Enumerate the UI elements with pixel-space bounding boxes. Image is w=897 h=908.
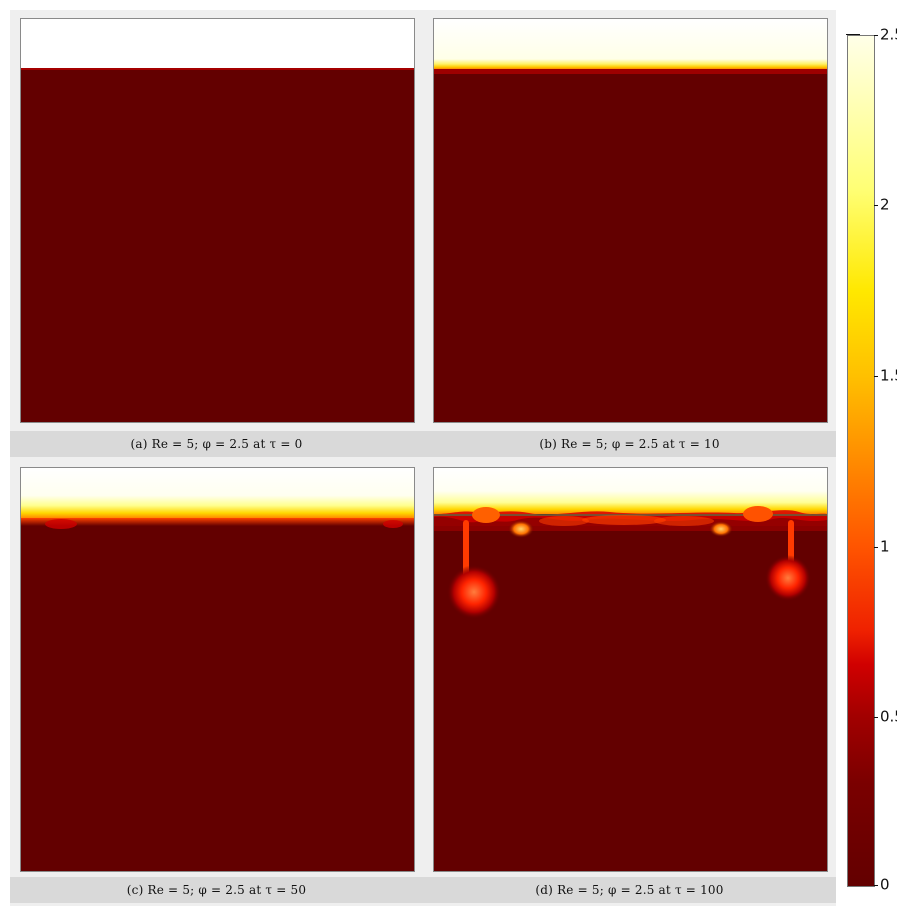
left-cap-d bbox=[472, 507, 500, 523]
right-cap-d bbox=[743, 506, 773, 522]
left-plume-d bbox=[447, 565, 501, 619]
interface-c bbox=[21, 518, 414, 526]
panel-a: (a) Re = 5; φ = 2.5 at τ = 0 bbox=[10, 10, 423, 458]
colorbar-tick-1 bbox=[874, 547, 878, 548]
colorbar-tick-label-1: 1 bbox=[880, 537, 890, 556]
right-bulge-d bbox=[709, 521, 733, 537]
caption-b: (b) Re = 5; φ = 2.5 at τ = 10 bbox=[423, 431, 836, 457]
caption-c: (c) Re = 5; φ = 2.5 at τ = 50 bbox=[10, 877, 423, 903]
heatmap-a bbox=[21, 19, 414, 422]
colorbar-tick-1-5 bbox=[874, 376, 878, 377]
heatmap-c bbox=[21, 468, 414, 871]
colorbar-top-cap bbox=[846, 34, 860, 35]
interface-b bbox=[434, 69, 827, 74]
colorbar-tick-label-2-5: 2.5 bbox=[880, 25, 897, 44]
interface-a bbox=[21, 68, 414, 70]
colorbar-wrap: 2.5 2 1.5 1 0.5 0 bbox=[838, 18, 897, 894]
top-layer-d bbox=[434, 468, 827, 514]
panel-c: (c) Re = 5; φ = 2.5 at τ = 50 bbox=[10, 458, 423, 906]
top-layer-a bbox=[21, 19, 414, 68]
colorbar-tick-2 bbox=[874, 205, 878, 206]
colorbar-tick-2-5 bbox=[874, 35, 878, 36]
bottom-layer-a bbox=[21, 68, 414, 422]
plot-b bbox=[433, 18, 828, 423]
colorbar-tick-label-1-5: 1.5 bbox=[880, 366, 897, 385]
top-layer-c bbox=[21, 468, 414, 518]
colorbar bbox=[847, 35, 875, 887]
left-bulge-d bbox=[508, 520, 534, 538]
heatmap-d bbox=[434, 468, 827, 871]
panel-b: (b) Re = 5; φ = 2.5 at τ = 10 bbox=[423, 10, 836, 458]
colorbar-tick-0 bbox=[874, 885, 878, 886]
plot-a bbox=[20, 18, 415, 423]
colorbar-tick-0-5 bbox=[874, 717, 878, 718]
bottom-layer-d bbox=[434, 514, 827, 871]
plot-d bbox=[433, 467, 828, 872]
colorbar-tick-label-2: 2 bbox=[880, 195, 890, 214]
panel-d: (d) Re = 5; φ = 2.5 at τ = 100 bbox=[423, 458, 836, 906]
colorbar-tick-label-0: 0 bbox=[880, 875, 890, 894]
top-layer-b bbox=[434, 19, 827, 69]
caption-a: (a) Re = 5; φ = 2.5 at τ = 0 bbox=[10, 431, 423, 457]
plot-c bbox=[20, 467, 415, 872]
right-plume-d bbox=[765, 555, 811, 601]
bottom-layer-b bbox=[434, 69, 827, 422]
bottom-layer-c bbox=[21, 518, 414, 871]
caption-d: (d) Re = 5; φ = 2.5 at τ = 100 bbox=[423, 877, 836, 903]
heatmap-b bbox=[434, 19, 827, 422]
colorbar-tick-label-0-5: 0.5 bbox=[880, 707, 897, 726]
